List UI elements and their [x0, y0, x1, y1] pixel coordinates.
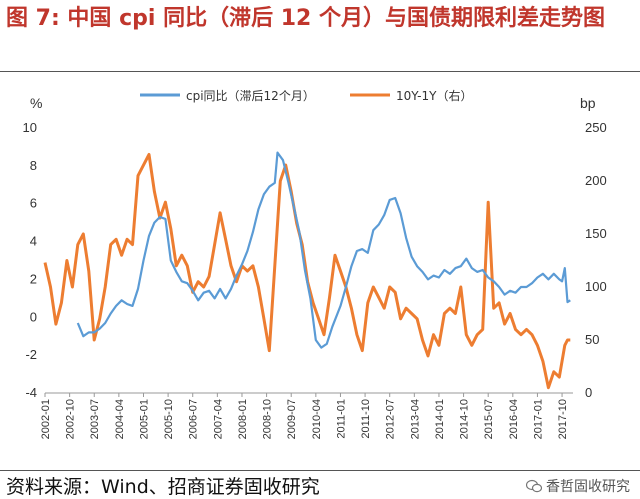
right-tick-label: 150	[585, 226, 607, 241]
title-divider	[0, 71, 640, 72]
legend: cpi同比（滞后12个月） 10Y-1Y（右）	[140, 88, 472, 103]
x-tick-label: 2015-07	[483, 399, 495, 439]
x-tick-label: 2002-10	[65, 399, 77, 439]
legend-label-spread: 10Y-1Y（右）	[396, 88, 472, 103]
left-tick-label: 0	[30, 309, 37, 324]
source-note: 资料来源：Wind、招商证券固收研究	[6, 476, 320, 498]
left-tick-label: 10	[23, 120, 37, 135]
x-tick-label: 2011-01	[335, 399, 347, 439]
dual-axis-line-chart: cpi同比（滞后12个月） 10Y-1Y（右） % bp -4 -2 0 2 4 6 8 10…	[23, 88, 607, 439]
right-tick-label: 50	[585, 332, 599, 347]
left-tick-label: 4	[30, 234, 37, 249]
left-tick-label: 6	[30, 196, 37, 211]
x-tick-label: 2003-07	[89, 399, 101, 439]
x-tick-label: 2005-10	[163, 399, 175, 439]
right-axis-unit: bp	[580, 95, 596, 111]
x-tick-label: 2006-07	[188, 399, 200, 439]
x-tick-label: 2016-04	[508, 399, 520, 439]
plot-area	[43, 151, 571, 390]
left-tick-label: 2	[30, 271, 37, 286]
x-tick-label: 2014-10	[459, 399, 471, 439]
x-tick-label: 2013-04	[409, 399, 421, 439]
legend-label-cpi: cpi同比（滞后12个月）	[186, 89, 315, 103]
right-tick-label: 100	[585, 279, 607, 294]
x-tick-label: 2011-10	[360, 399, 372, 439]
x-tick-label: 2009-07	[286, 399, 298, 439]
x-tick-label: 2002-01	[40, 399, 52, 439]
left-tick-label: 8	[30, 158, 37, 173]
footer-divider	[0, 470, 640, 471]
x-tick-label: 2005-01	[138, 399, 150, 439]
x-tick-label: 2008-10	[262, 399, 274, 439]
chart-title: 图 7: 中国 cpi 同比（滞后 12 个月）与国债期限利差走势图	[6, 6, 606, 31]
x-tick-label: 2008-01	[237, 399, 249, 439]
x-tick-label: 2007-04	[212, 399, 224, 439]
x-tick-label: 2017-10	[557, 399, 569, 439]
right-tick-label: 0	[585, 385, 592, 400]
x-tick-label: 2012-07	[385, 399, 397, 439]
spread-series-line	[43, 153, 571, 390]
watermark: 香哲固收研究	[526, 476, 630, 496]
x-tick-label: 2010-04	[311, 399, 323, 439]
left-tick-label: -2	[25, 347, 37, 362]
right-tick-label: 200	[585, 173, 607, 188]
left-tick-label: -4	[25, 385, 37, 400]
cpi-series-line	[76, 151, 571, 349]
x-tick-label: 2014-01	[434, 399, 446, 439]
right-tick-label: 250	[585, 120, 607, 135]
x-tick-label: 2017-01	[532, 399, 544, 439]
left-axis-unit: %	[30, 95, 42, 111]
x-tick-label: 2004-04	[114, 399, 126, 439]
watermark-text: 香哲固收研究	[546, 479, 630, 495]
wechat-icon	[526, 479, 542, 493]
